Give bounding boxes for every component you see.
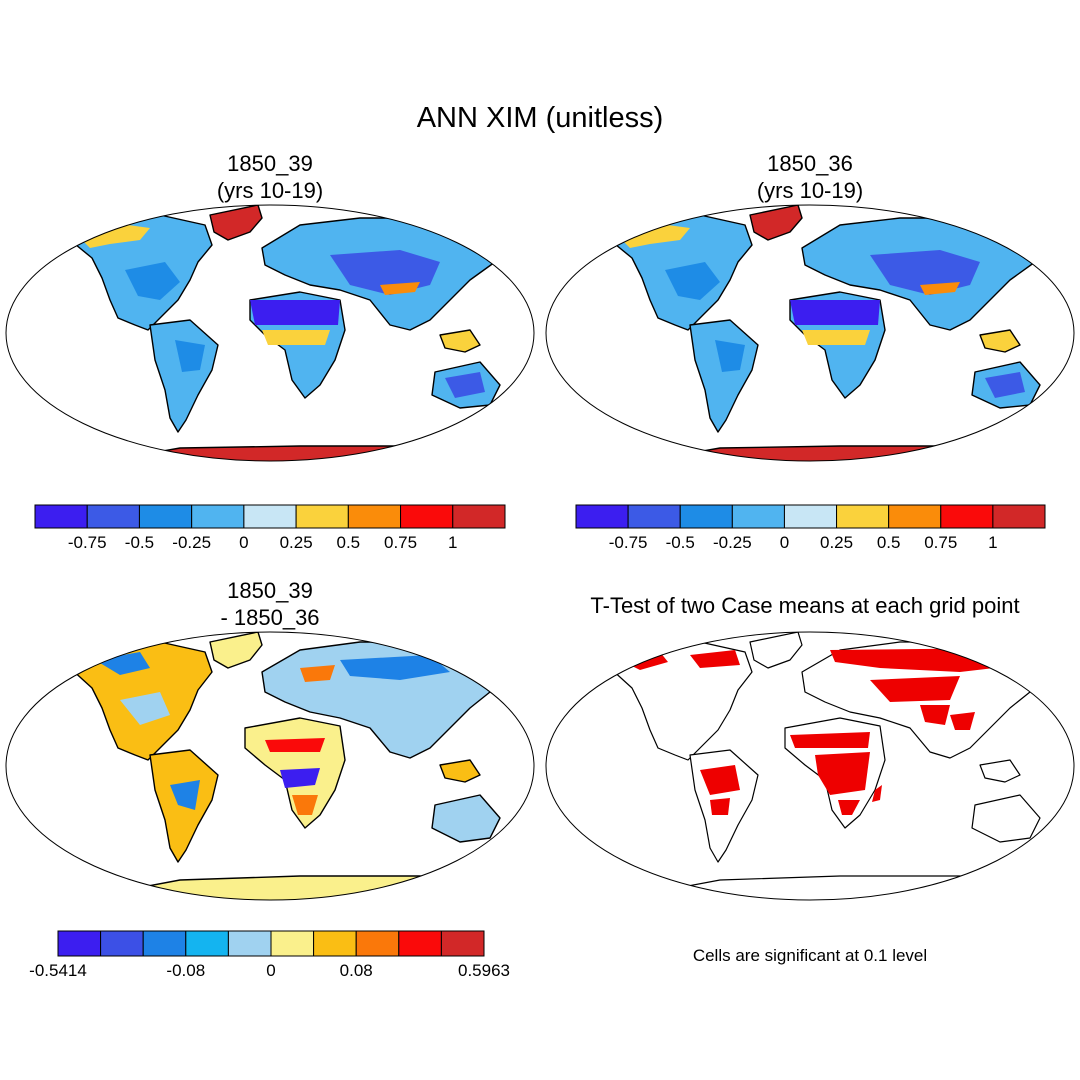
map-bottom-left xyxy=(5,631,535,901)
se-asia xyxy=(439,329,481,353)
north-america xyxy=(609,641,753,761)
panel-title-top-right-line2: (yrs 10-19) xyxy=(756,178,864,203)
panel-title-bottom-left: 1850_39 - 1850_36 xyxy=(120,577,420,631)
colorbar-diff-swatch xyxy=(355,930,400,957)
colorbar-abs-tick-label: 0.75 xyxy=(384,533,417,552)
australia xyxy=(971,794,1041,843)
greenland xyxy=(209,632,263,669)
panel-title-top-left: 1850_39 (yrs 10-19) xyxy=(120,150,420,204)
colorbar-diff-swatch xyxy=(57,930,102,957)
greenland xyxy=(209,205,263,241)
colorbar-abs-swatch xyxy=(992,504,1046,529)
se-asia xyxy=(439,759,481,783)
colorbar-abs-tick-label: 1 xyxy=(448,533,457,552)
colorbar-abs-tick-label: -0.75 xyxy=(609,533,648,552)
colorbar-abs-tick-label: 0.25 xyxy=(820,533,853,552)
colorbar-abs-tick-label: -0.25 xyxy=(713,533,752,552)
colorbar-diff-swatch xyxy=(398,930,442,957)
colorbar-abs-tick-label: -0.5 xyxy=(666,533,695,552)
colorbar-abs-tick-label: 0.25 xyxy=(280,533,313,552)
map-bottom-right xyxy=(545,631,1075,901)
ttest-note: Cells are significant at 0.1 level xyxy=(692,946,928,965)
colorbar-abs-tick-label: -0.5 xyxy=(125,533,154,552)
colorbar-diff-swatch xyxy=(313,930,357,957)
panel-title-top-left-line2: (yrs 10-19) xyxy=(216,178,324,203)
colorbar-diff-swatch xyxy=(185,930,229,957)
panel-title-bottom-right: T-Test of two Case means at each grid po… xyxy=(590,593,1020,618)
colorbar-diff-swatch xyxy=(440,930,485,957)
colorbar-abs-tick-label: -0.25 xyxy=(172,533,211,552)
panel-title-top-right-line1: 1850_36 xyxy=(767,151,853,176)
colorbar-abs-tick-label: 1 xyxy=(988,533,997,552)
panel-title-bottom-left-line2: - 1850_36 xyxy=(220,605,320,630)
main-title: ANN XIM (unitless) xyxy=(416,102,664,134)
se-asia xyxy=(979,759,1021,783)
colorbar-abs-tick-label: 0.75 xyxy=(924,533,957,552)
panel-title-top-right: 1850_36 (yrs 10-19) xyxy=(660,150,960,204)
colorbar-abs-tick-label: -0.75 xyxy=(68,533,107,552)
colorbar-abs-tick-label: 0 xyxy=(239,533,248,552)
colorbar-abs-swatch xyxy=(452,504,506,529)
greenland xyxy=(749,632,803,669)
greenland xyxy=(749,205,803,241)
colorbar-diff-swatch xyxy=(100,930,144,957)
panel-title-top-left-line1: 1850_39 xyxy=(227,151,313,176)
colorbar-diff-swatch xyxy=(270,930,315,957)
map-top-right xyxy=(545,204,1075,462)
se-asia xyxy=(979,329,1021,353)
australia xyxy=(431,794,501,843)
colorbar-diff-tick-label: 0.08 xyxy=(340,961,373,980)
colorbar-abs-tick-label: 0.5 xyxy=(877,533,901,552)
colorbar-diff-swatch xyxy=(142,930,187,957)
colorbar-diff-swatch xyxy=(227,930,272,957)
colorbar-diff-tick-label: 0 xyxy=(266,961,275,980)
colorbar-diff-tick-label: -0.08 xyxy=(166,961,205,980)
map-top-left xyxy=(5,204,535,462)
colorbar-abs-tick-label: 0.5 xyxy=(337,533,361,552)
panel-title-bottom-left-line1: 1850_39 xyxy=(227,578,313,603)
colorbar-diff-tick-label: -0.5414 xyxy=(29,961,87,980)
colorbar-abs-tick-label: 0 xyxy=(780,533,789,552)
colorbar-diff-tick-label: 0.5963 xyxy=(458,961,510,980)
